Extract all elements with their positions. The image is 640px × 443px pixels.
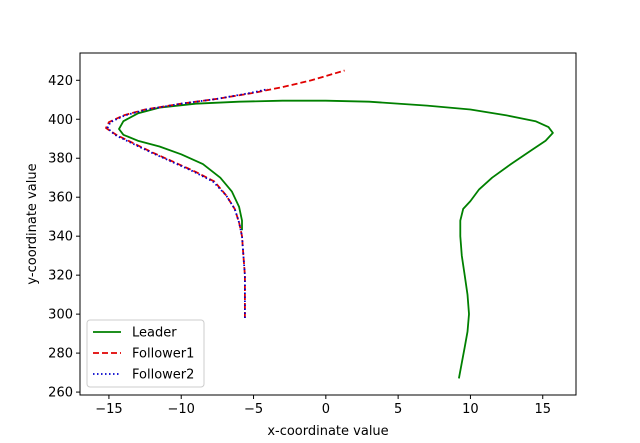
y-tick-label: 380 (48, 152, 73, 167)
legend: Leader Follower1 Follower2 (86, 319, 205, 388)
y-axis-ticks: 260 280 300 320 340 360 380 400 420 (48, 74, 80, 401)
x-tick-label: −15 (95, 402, 122, 417)
legend-box (86, 319, 205, 388)
y-tick-label: 320 (48, 269, 73, 284)
series-line-leader (118, 99, 554, 379)
x-tick-label: 10 (462, 402, 479, 417)
y-tick-label: 420 (48, 74, 73, 89)
y-tick-label: 260 (48, 386, 73, 401)
y-tick-label: 400 (48, 113, 73, 128)
series-line-follower2 (106, 88, 269, 318)
y-tick-label: 360 (48, 191, 73, 206)
plot-frame (79, 52, 577, 396)
x-tick-label: 15 (534, 402, 551, 417)
legend-label-leader: Leader (132, 326, 177, 341)
y-tick-label: 280 (48, 347, 73, 362)
x-axis-ticks: −15 −10 −5 0 5 10 15 (95, 395, 551, 417)
y-tick-label: 300 (48, 308, 73, 323)
x-tick-label: −10 (168, 402, 195, 417)
y-axis-label: y-coordinate value (25, 163, 40, 284)
x-tick-label: 5 (394, 402, 402, 417)
series-layer (105, 69, 554, 379)
x-tick-label: 0 (322, 402, 330, 417)
x-tick-label: −5 (244, 402, 263, 417)
y-tick-label: 340 (48, 230, 73, 245)
x-axis-label: x-coordinate value (267, 424, 388, 439)
legend-label-follower1: Follower1 (132, 347, 194, 362)
legend-label-follower2: Follower2 (132, 368, 194, 383)
